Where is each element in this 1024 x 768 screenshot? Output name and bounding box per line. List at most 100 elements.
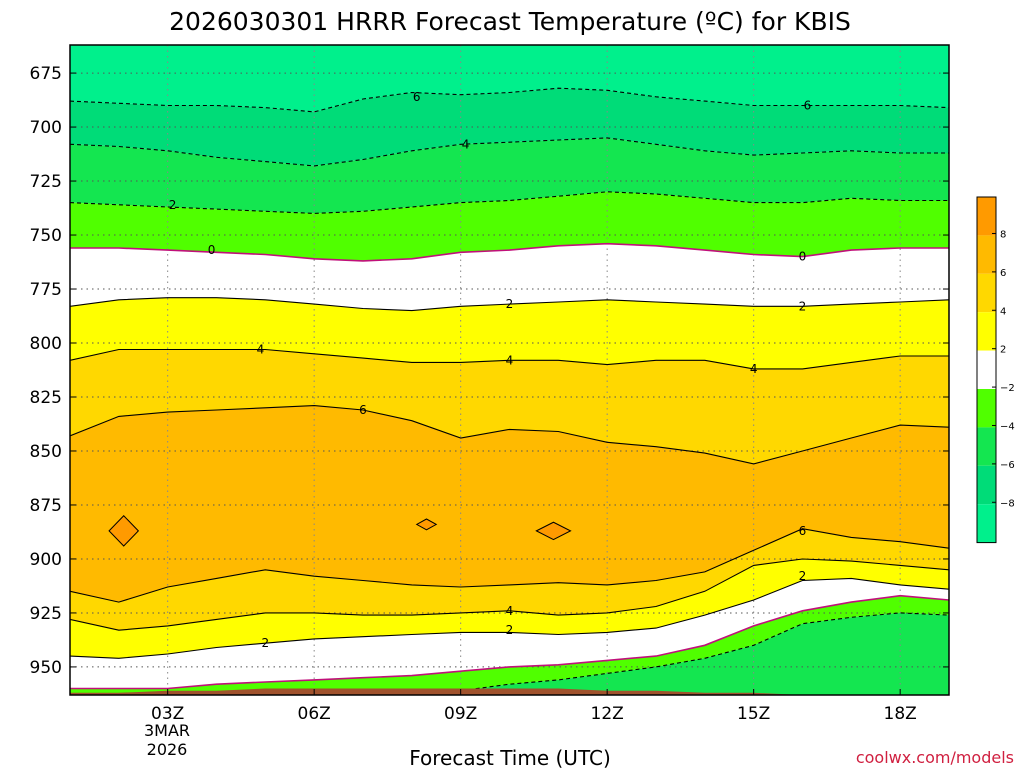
- contour-label-text: 2: [799, 569, 807, 583]
- y-tick-label: 775: [30, 280, 62, 300]
- isotherm-line: [70, 528, 949, 603]
- temperature-band: [70, 349, 949, 464]
- colorbar-tick-label: 2: [1000, 345, 1006, 356]
- contour-label-text: 2: [506, 623, 514, 637]
- colorbar-frame: [976, 196, 997, 544]
- contour-label: 0: [208, 243, 216, 257]
- contour-label-text: 6: [359, 403, 367, 417]
- y-tick-label: 750: [30, 226, 62, 246]
- x-tick-label: 03Z: [151, 704, 184, 724]
- temperature-band: [70, 243, 949, 311]
- warm-pocket: [535, 521, 572, 541]
- contour-label: 2: [262, 636, 270, 650]
- contour-label: 4: [462, 137, 470, 151]
- isotherm-line: [70, 137, 949, 167]
- contour-label: 6: [359, 403, 367, 417]
- contour-label: 4: [257, 342, 265, 356]
- y-tick-label: 700: [30, 118, 62, 138]
- contour-label-text: 6: [799, 524, 807, 538]
- contour-label: 4: [506, 353, 514, 367]
- colorbar-tick-label: 8: [1000, 229, 1006, 240]
- y-tick-label: 675: [30, 64, 62, 84]
- x-axis-title: Forecast Time (UTC): [409, 746, 611, 768]
- contour-label: 6: [799, 524, 807, 538]
- isotherm-line: [70, 405, 949, 465]
- colorbar: 8 6 4 2 −2 −4 −6 −8: [976, 196, 1015, 544]
- contour-label: 2: [799, 569, 807, 583]
- chart-title: 2026030301 HRRR Forecast Temperature (ºC…: [169, 7, 851, 36]
- x-tick-label: 06Z: [298, 704, 331, 724]
- warm-pocket: [415, 518, 438, 531]
- contour-label-text: 4: [506, 604, 514, 618]
- contour-label-text: 4: [462, 137, 470, 151]
- isotherm-line: [70, 87, 949, 113]
- contour-label-text: 6: [413, 90, 421, 104]
- x-tick-label: 15Z: [737, 704, 770, 724]
- y-tick-label: 725: [30, 172, 62, 192]
- contour-label-text: 0: [208, 243, 216, 257]
- temperature-band: [70, 559, 949, 659]
- colorbar-segment: [977, 197, 996, 236]
- temperature-band: [70, 578, 949, 689]
- temperature-band: [70, 45, 949, 112]
- isotherm-line: [70, 348, 949, 370]
- colorbar-tick-label: −6: [1000, 460, 1015, 471]
- temperature-band: [70, 405, 949, 603]
- colorbar-segment: [977, 235, 996, 274]
- temperature-band: [70, 191, 949, 261]
- colorbar-tick-label: −2: [1000, 383, 1015, 394]
- contour-label-text: 2: [262, 636, 270, 650]
- colorbar-segment: [977, 273, 996, 313]
- colorbar-tick-label: 6: [1000, 268, 1006, 279]
- temperature-band: [70, 137, 949, 214]
- plot-frame: [69, 44, 950, 696]
- colorbar-segment: [977, 465, 996, 505]
- axes: 675 700 725 750 775 800 825 850 875 900 925 950 03Z 0…: [30, 64, 949, 724]
- y-tick-label: 950: [30, 658, 62, 678]
- colorbar-tick-label: −4: [1000, 421, 1015, 432]
- ground-surface: [70, 688, 949, 695]
- contour-label: 0: [799, 250, 807, 264]
- temperature-band: [70, 612, 949, 695]
- contour-label-text: 4: [257, 342, 265, 356]
- temperature-band: [70, 595, 949, 695]
- x-tick-label: 12Z: [591, 704, 624, 724]
- isotherm-line: [70, 242, 949, 262]
- x-tick-label: 18Z: [884, 704, 917, 724]
- warm-pocket: [108, 515, 140, 547]
- colorbar-segment: [977, 312, 996, 351]
- y-tick-label: 850: [30, 442, 62, 462]
- contour-label-text: 0: [799, 250, 807, 264]
- y-tick-label: 875: [30, 496, 62, 516]
- contour-label-text: 2: [506, 297, 514, 311]
- isotherm-line: [70, 558, 949, 631]
- contour-label: 4: [506, 604, 514, 618]
- contour-label-text: 4: [506, 353, 514, 367]
- isotherm-line: [70, 577, 949, 659]
- colorbar-segment: [977, 389, 996, 428]
- contour-label: 4: [750, 362, 758, 376]
- y-tick-label: 800: [30, 334, 62, 354]
- colorbar-segment: [977, 427, 996, 466]
- plot-area: 6 6 4 2 0 0 2 2 4 4 4 6 6 2 4 2 2: [70, 45, 949, 695]
- contour-label-text: 4: [750, 362, 758, 376]
- y-tick-label: 825: [30, 388, 62, 408]
- isotherm-line: [70, 594, 949, 690]
- y-tick-label: 900: [30, 550, 62, 570]
- contour-label: 2: [169, 198, 177, 212]
- contour-label-text: 2: [799, 299, 807, 313]
- isotherm-line: [70, 297, 949, 312]
- contour-label: 6: [413, 90, 421, 104]
- colorbar-tick-label: −8: [1000, 498, 1015, 509]
- colorbar-tick-label: 4: [1000, 306, 1006, 317]
- temperature-band: [70, 528, 949, 631]
- y-tick-label: 925: [30, 604, 62, 624]
- colorbar-segment: [977, 504, 996, 543]
- contour-label-text: 6: [804, 98, 812, 112]
- website-credit: coolwx.com/models: [856, 748, 1014, 767]
- colorbar-segment: [977, 350, 996, 389]
- temperature-band: [70, 88, 949, 166]
- contour-label: 2: [506, 297, 514, 311]
- contour-label: 2: [506, 623, 514, 637]
